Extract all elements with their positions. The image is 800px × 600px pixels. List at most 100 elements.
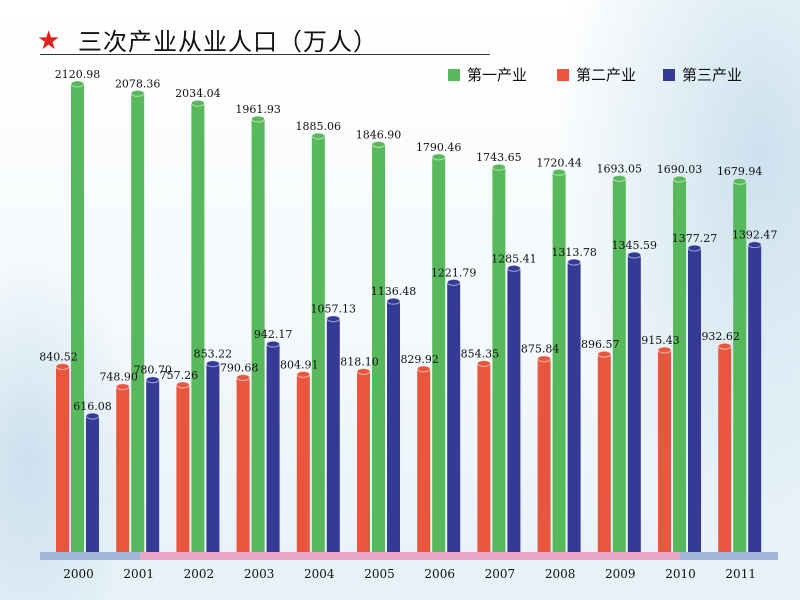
bar-cap-primary-2011 bbox=[732, 177, 747, 185]
bar-primary-2000 bbox=[71, 83, 84, 552]
bar-cap-primary-2006 bbox=[431, 153, 446, 161]
value-label-tertiary-2003: 942.17 bbox=[254, 328, 293, 341]
bar-tertiary-2001 bbox=[146, 379, 160, 552]
bar-secondary-2001 bbox=[116, 386, 130, 552]
bar-cap-secondary-2001 bbox=[115, 383, 130, 391]
bar-cap-tertiary-2000 bbox=[85, 412, 100, 420]
bar-primary-2010 bbox=[673, 179, 686, 552]
bar-tertiary-2002 bbox=[206, 363, 220, 552]
legend-label-tertiary: 第三产业 bbox=[682, 66, 743, 84]
bar-cap-tertiary-2011 bbox=[747, 241, 762, 249]
title-underline bbox=[40, 54, 490, 55]
value-label-secondary-2004: 804.91 bbox=[280, 358, 319, 371]
x-tick-label-2004: 2004 bbox=[304, 567, 335, 581]
value-label-tertiary-2010: 1377.27 bbox=[672, 232, 718, 245]
bar-primary-2005 bbox=[372, 144, 385, 553]
x-tick-label-2011: 2011 bbox=[725, 567, 756, 581]
bar-tertiary-2007 bbox=[507, 268, 521, 552]
value-label-secondary-2001: 748.90 bbox=[99, 371, 138, 384]
legend-item-primary: 第一产业 bbox=[448, 64, 527, 85]
bar-cap-primary-2007 bbox=[491, 163, 506, 171]
bar-cap-primary-2001 bbox=[130, 89, 145, 97]
value-label-primary-2008: 1720.44 bbox=[536, 156, 582, 169]
bar-cap-primary-2000 bbox=[70, 80, 85, 88]
bars-group bbox=[55, 80, 762, 553]
bar-cap-tertiary-2003 bbox=[266, 340, 281, 348]
bar-cap-secondary-2005 bbox=[356, 367, 371, 375]
x-tick-label-2007: 2007 bbox=[485, 567, 516, 581]
value-label-primary-2007: 1743.65 bbox=[476, 151, 522, 164]
value-label-primary-2001: 2078.36 bbox=[115, 77, 161, 90]
bar-cap-secondary-2010 bbox=[657, 346, 672, 354]
bar-primary-2001 bbox=[131, 93, 145, 553]
value-label-primary-2002: 2034.04 bbox=[175, 87, 221, 100]
bar-tertiary-2008 bbox=[567, 262, 581, 552]
value-label-secondary-2005: 818.10 bbox=[340, 355, 379, 368]
value-label-primary-2011: 1679.94 bbox=[717, 165, 763, 178]
bar-primary-2007 bbox=[492, 167, 506, 552]
value-label-secondary-2010: 915.43 bbox=[641, 334, 680, 347]
bar-cap-tertiary-2008 bbox=[567, 258, 582, 266]
bar-tertiary-2004 bbox=[326, 318, 340, 552]
x-tick-label-2005: 2005 bbox=[364, 567, 395, 581]
bar-tertiary-2010 bbox=[688, 248, 701, 553]
value-label-secondary-2009: 896.57 bbox=[581, 338, 620, 351]
x-tick-label-2009: 2009 bbox=[605, 567, 636, 581]
bar-primary-2009 bbox=[612, 178, 626, 552]
bar-cap-secondary-2009 bbox=[597, 350, 612, 358]
legend-item-secondary: 第二产业 bbox=[557, 64, 636, 85]
bar-primary-2006 bbox=[432, 156, 446, 553]
bar-secondary-2000 bbox=[56, 366, 69, 552]
bar-cap-secondary-2011 bbox=[717, 342, 732, 350]
x-tick-label-2002: 2002 bbox=[184, 567, 215, 581]
value-label-tertiary-2001: 780.70 bbox=[133, 364, 172, 377]
bar-secondary-2006 bbox=[417, 368, 431, 552]
bar-tertiary-2009 bbox=[627, 255, 641, 552]
x-tick-label-2008: 2008 bbox=[545, 567, 576, 581]
value-label-tertiary-2000: 616.08 bbox=[73, 400, 112, 413]
bar-tertiary-2003 bbox=[266, 344, 280, 552]
value-label-secondary-2011: 932.62 bbox=[701, 330, 740, 343]
value-label-secondary-2003: 790.68 bbox=[220, 361, 259, 374]
value-label-secondary-2002: 757.26 bbox=[160, 369, 199, 382]
bar-secondary-2005 bbox=[357, 371, 370, 552]
x-tick-label-2010: 2010 bbox=[665, 567, 696, 581]
value-label-tertiary-2009: 1345.59 bbox=[612, 239, 658, 252]
bar-tertiary-2006 bbox=[447, 282, 461, 552]
x-axis-group: 2000 2001 2002 2003 2004 2005 2006 2007 2008 2009… bbox=[40, 552, 778, 581]
legend-swatch-tertiary bbox=[663, 68, 675, 81]
bar-cap-primary-2005 bbox=[371, 140, 386, 148]
x-tick-label-2006: 2006 bbox=[424, 567, 455, 581]
value-label-tertiary-2006: 1221.79 bbox=[431, 266, 477, 279]
value-label-primary-2006: 1790.46 bbox=[416, 141, 462, 154]
value-label-secondary-2007: 854.35 bbox=[461, 347, 500, 360]
legend-item-tertiary: 第三产业 bbox=[663, 64, 742, 85]
bar-tertiary-2011 bbox=[748, 244, 762, 552]
value-label-tertiary-2004: 1057.13 bbox=[311, 303, 357, 316]
value-label-primary-2010: 1690.03 bbox=[657, 163, 703, 176]
bar-cap-primary-2004 bbox=[311, 132, 326, 140]
bar-cap-tertiary-2009 bbox=[627, 251, 642, 259]
bar-cap-secondary-2000 bbox=[55, 362, 70, 370]
value-label-secondary-2008: 875.84 bbox=[521, 343, 560, 356]
value-label-primary-2009: 1693.05 bbox=[597, 162, 643, 175]
bar-secondary-2011 bbox=[718, 346, 732, 552]
bar-secondary-2003 bbox=[236, 377, 250, 552]
bar-primary-2011 bbox=[733, 181, 747, 552]
bar-cap-secondary-2006 bbox=[416, 365, 431, 373]
bar-primary-2003 bbox=[251, 119, 265, 553]
x-tick-label-2003: 2003 bbox=[244, 567, 275, 581]
bar-cap-tertiary-2004 bbox=[326, 315, 341, 323]
bar-secondary-2009 bbox=[597, 354, 611, 552]
bar-cap-primary-2003 bbox=[251, 115, 266, 123]
bar-cap-secondary-2004 bbox=[296, 370, 311, 378]
bar-cap-secondary-2007 bbox=[476, 359, 491, 367]
bar-cap-primary-2010 bbox=[672, 175, 687, 183]
legend-swatch-secondary bbox=[557, 68, 569, 81]
x-tick-label-2000: 2000 bbox=[63, 567, 94, 581]
bar-secondary-2004 bbox=[296, 374, 310, 552]
bar-cap-primary-2008 bbox=[552, 168, 567, 176]
value-label-tertiary-2011: 1392.47 bbox=[732, 229, 778, 242]
